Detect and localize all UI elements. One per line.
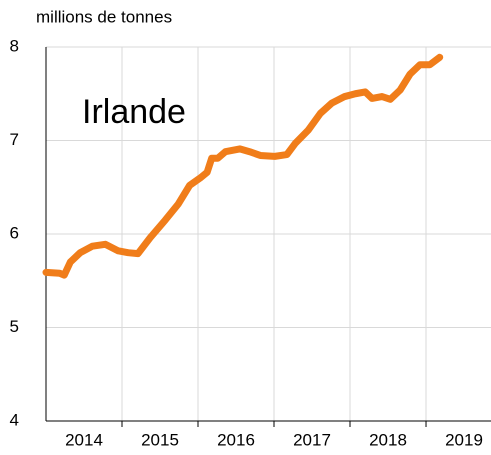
x-tick-label: 2017 [293,430,331,449]
line [42,53,444,279]
x-tick-label: 2015 [141,430,179,449]
y-tick-label: 7 [10,130,19,149]
x-tick-label: 2014 [65,430,103,449]
x-tick-label: 2018 [369,430,407,449]
y-tick-label: 4 [10,410,19,429]
series-label: Irlande [82,93,186,131]
x-tick-label: 2019 [445,430,483,449]
y-tick-label: 5 [10,317,19,336]
y-tick-label: 6 [10,223,19,242]
x-tick-label: 2016 [217,430,255,449]
y-tick-label: 8 [10,36,19,55]
y-axis-label: millions de tonnes [36,7,172,26]
